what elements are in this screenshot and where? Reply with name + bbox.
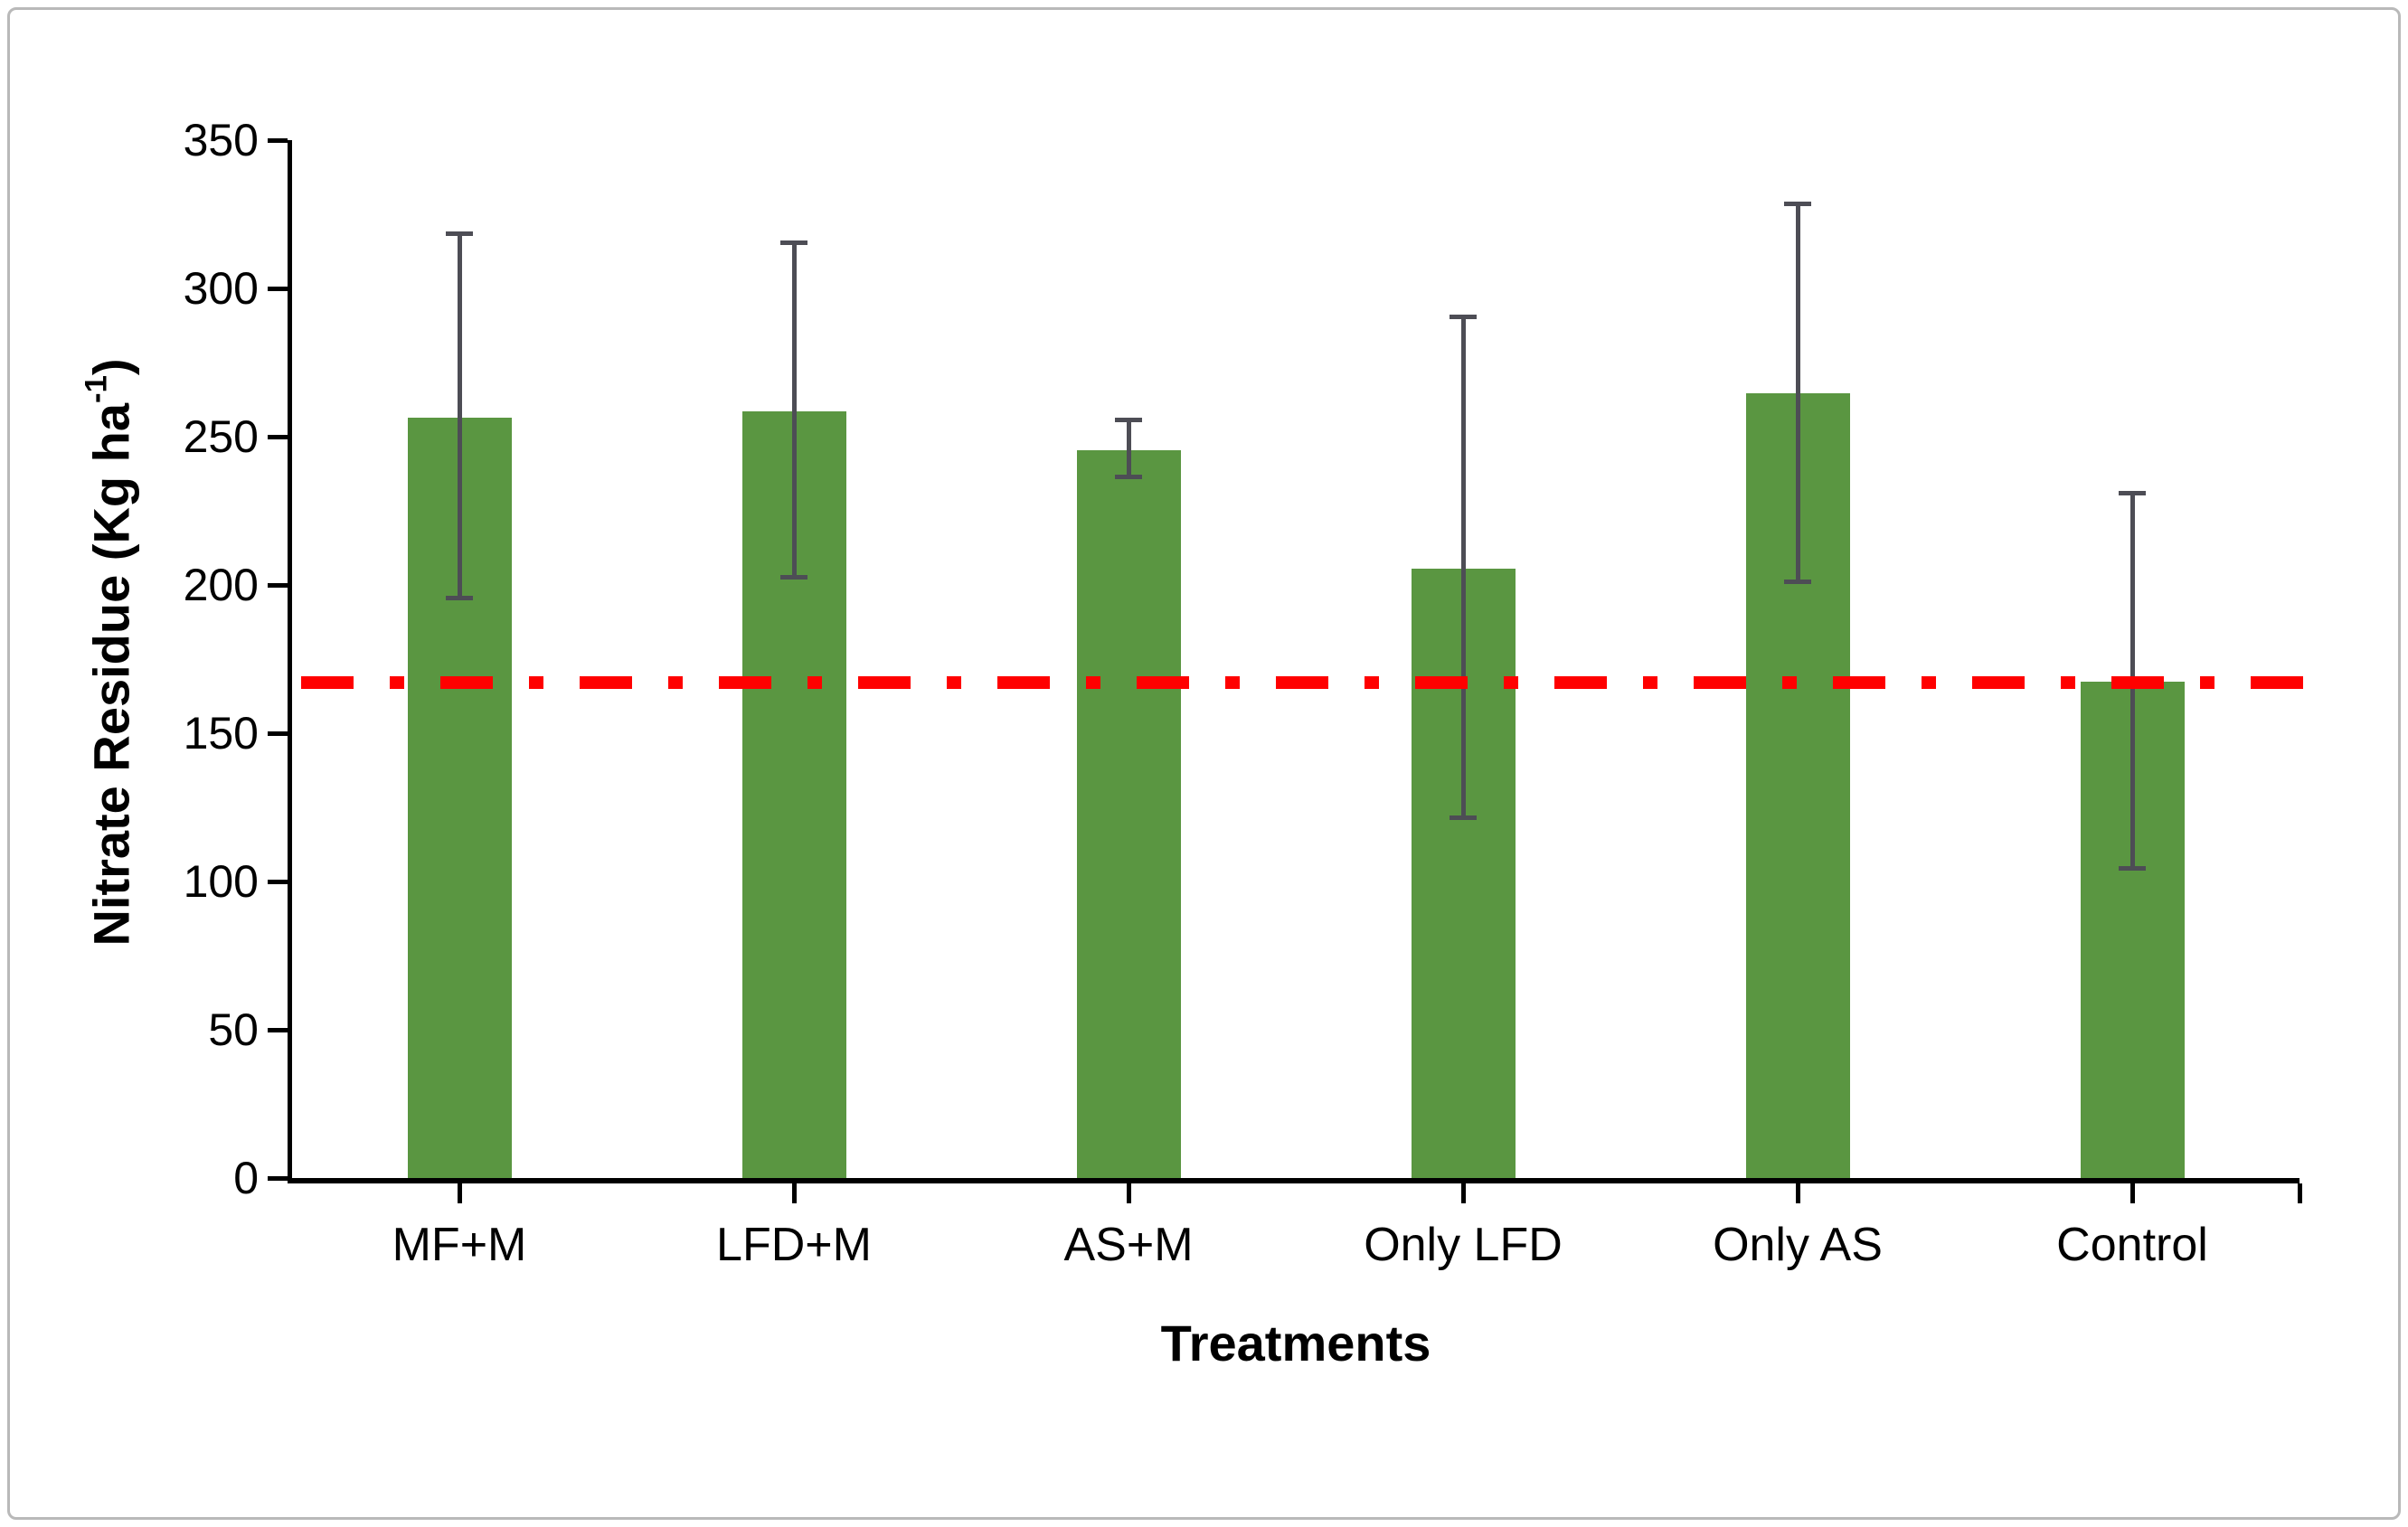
x-axis-tick	[791, 1183, 797, 1203]
y-axis-title: Nitrate Residue (Kg ha-1)	[79, 201, 141, 1105]
y-axis-tick-label: 200	[183, 560, 259, 610]
error-bar-top-cap	[446, 231, 473, 236]
error-bar-line	[1460, 316, 1466, 818]
y-axis-tick	[268, 138, 288, 143]
error-bar-bottom-cap	[1450, 815, 1477, 820]
y-axis-tick	[268, 583, 288, 588]
bar-chart-plot-area: 0 50 100 150 200 250 300 350 MF+M LFD+M AS+M Only L…	[10, 10, 2398, 1517]
error-bar-top-cap	[1784, 202, 1811, 207]
error-bar-bottom-cap	[1115, 474, 1142, 479]
error-bar-line	[1795, 203, 1800, 582]
error-bar-bottom-cap	[1784, 580, 1811, 585]
y-axis-tick	[268, 1176, 288, 1181]
x-axis-category-label: AS+M	[1063, 1219, 1194, 1271]
error-bar-bottom-cap	[446, 596, 473, 601]
y-axis-title-text: Nitrate Residue (Kg ha	[82, 402, 140, 947]
y-axis-tick-label: 150	[183, 708, 259, 759]
y-axis-title-close: )	[82, 358, 140, 376]
y-axis-tick-label: 350	[183, 115, 259, 165]
x-axis-tick	[2129, 1183, 2135, 1203]
y-axis-tick	[268, 880, 288, 884]
x-axis-category-label: MF+M	[392, 1219, 527, 1271]
reference-line	[301, 676, 2318, 690]
x-axis-category-label: Control	[2056, 1219, 2208, 1271]
x-axis-tick	[1795, 1183, 1800, 1203]
error-bar-top-cap	[1450, 314, 1477, 319]
x-axis-tick	[1126, 1183, 1131, 1203]
error-bar-line	[791, 242, 797, 578]
error-bar-top-cap	[1115, 418, 1142, 423]
x-axis-end-tick	[2297, 1183, 2302, 1203]
bar	[1076, 449, 1181, 1178]
x-axis-category-label: Only AS	[1713, 1219, 1883, 1271]
error-bar-bottom-cap	[780, 575, 807, 580]
x-axis-line	[288, 1178, 2299, 1183]
y-axis-title-superscript: -1	[79, 375, 114, 403]
x-axis-title: Treatments	[1160, 1315, 1431, 1371]
y-axis-tick-label: 250	[183, 411, 259, 462]
x-axis-tick	[1460, 1183, 1466, 1203]
y-axis-tick	[268, 731, 288, 736]
y-axis-tick-label: 100	[183, 856, 259, 907]
error-bar-top-cap	[780, 240, 807, 245]
error-bar-top-cap	[2119, 490, 2146, 495]
x-axis-tick	[457, 1183, 462, 1203]
y-axis-tick-label: 50	[208, 1004, 259, 1055]
y-axis-tick-label: 300	[183, 263, 259, 314]
error-bar-bottom-cap	[2119, 865, 2146, 871]
error-bar-line	[1126, 419, 1131, 477]
y-axis-tick	[268, 435, 288, 439]
x-axis-category-label: LFD+M	[716, 1219, 872, 1271]
y-axis-line	[288, 140, 292, 1183]
y-axis-tick	[268, 1028, 288, 1032]
y-axis-tick	[268, 287, 288, 291]
x-axis-category-label: Only LFD	[1364, 1219, 1563, 1271]
figure-frame: 0 50 100 150 200 250 300 350 MF+M LFD+M AS+M Only L…	[7, 7, 2401, 1520]
error-bar-line	[457, 233, 462, 599]
y-axis-tick-label: 0	[233, 1153, 259, 1203]
